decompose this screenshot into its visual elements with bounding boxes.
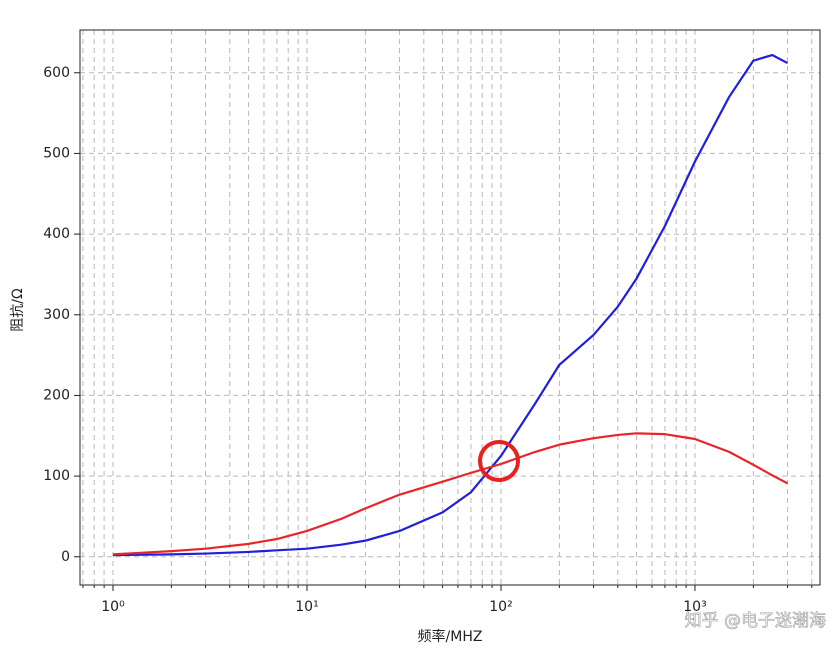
line-series <box>112 432 789 556</box>
plot-frame <box>79 29 821 586</box>
y-tick-label: 100 <box>43 468 70 484</box>
x-tick-label: 10³ <box>683 599 706 615</box>
y-tick-label: 200 <box>43 387 70 403</box>
highlight-circle <box>478 440 520 482</box>
y-tick-label: 0 <box>61 549 70 565</box>
x-tick-label: 10¹ <box>295 599 318 615</box>
y-tick-label: 300 <box>43 307 70 323</box>
watermark: 知乎 @电子迷潮海 <box>685 611 826 631</box>
x-tick-label: 10² <box>489 599 512 615</box>
y-tick-label: 600 <box>43 65 70 81</box>
x-tick-label: 10⁰ <box>101 599 125 615</box>
y-axis-label: 阻抗/Ω <box>10 288 26 332</box>
line-series <box>112 53 789 557</box>
x-axis-label: 频率/MHZ <box>418 628 483 645</box>
y-tick-label: 500 <box>43 145 70 161</box>
y-tick-label: 400 <box>43 226 70 242</box>
